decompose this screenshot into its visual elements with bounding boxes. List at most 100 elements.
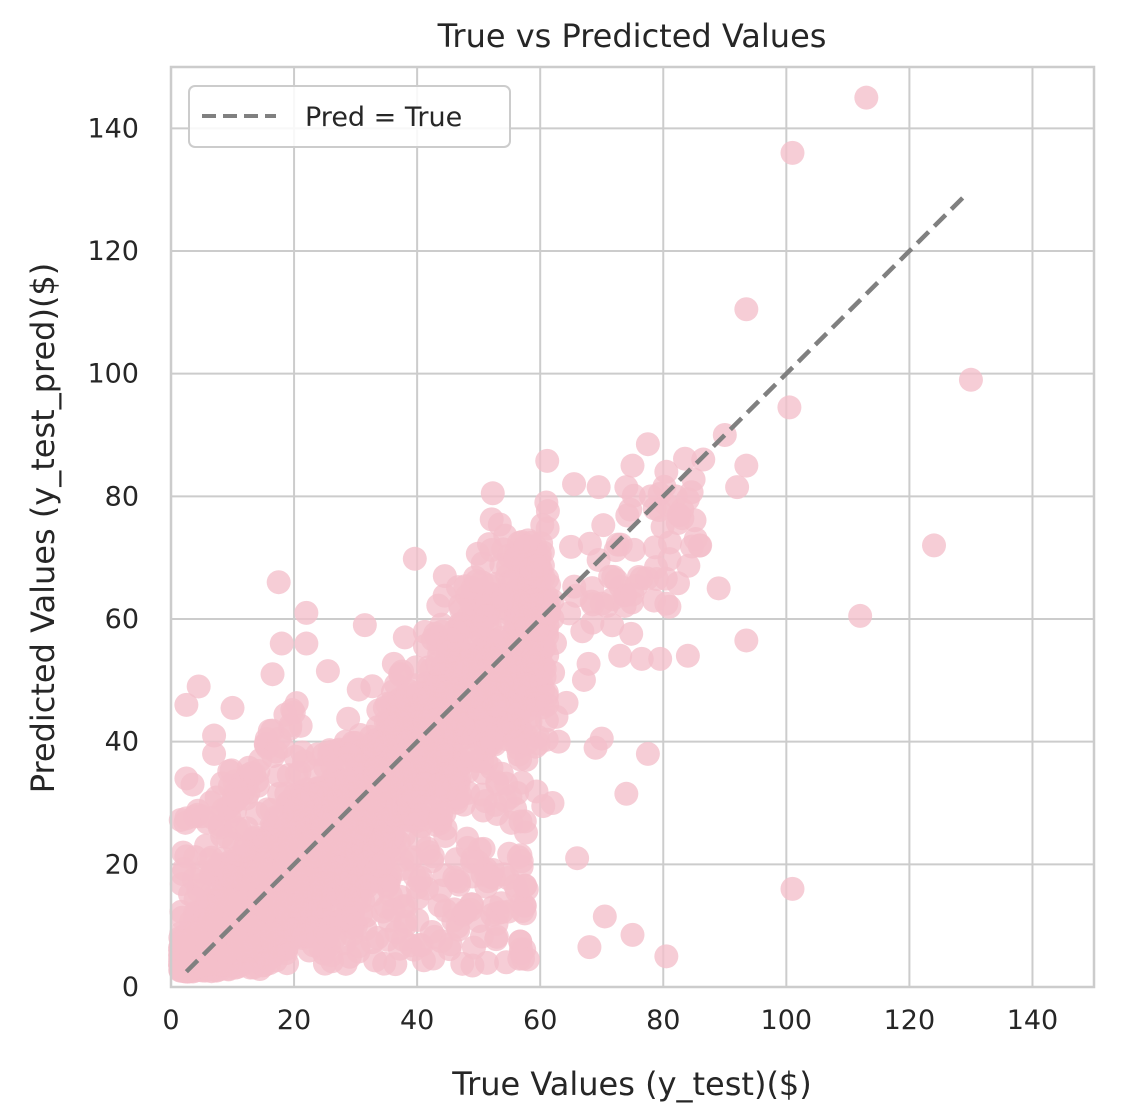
data-point xyxy=(217,890,242,915)
data-point xyxy=(257,718,282,743)
data-point xyxy=(600,613,625,638)
data-point xyxy=(521,649,546,674)
data-point xyxy=(235,816,260,841)
y-tick-label: 20 xyxy=(105,849,139,880)
y-tick-labels: 0 20 40 60 80 100 120 140 xyxy=(87,113,139,1003)
data-point xyxy=(922,533,947,558)
data-point xyxy=(534,684,559,709)
data-point xyxy=(355,874,380,899)
data-point xyxy=(509,849,534,874)
y-tick-label: 100 xyxy=(87,359,139,390)
data-point xyxy=(290,740,315,765)
data-point xyxy=(424,651,449,676)
data-point xyxy=(218,864,243,889)
data-point xyxy=(620,922,645,947)
y-tick-label: 140 xyxy=(87,113,139,144)
data-point xyxy=(571,667,596,692)
y-tick-label: 40 xyxy=(105,727,139,758)
data-point xyxy=(405,885,430,910)
data-point xyxy=(170,905,195,930)
data-point xyxy=(620,582,645,607)
data-point xyxy=(614,781,639,806)
data-point xyxy=(405,908,430,933)
data-point xyxy=(417,685,442,710)
data-point xyxy=(193,952,218,977)
data-point xyxy=(274,844,299,869)
data-point xyxy=(287,760,312,785)
y-tick-label: 60 xyxy=(105,604,139,635)
data-point xyxy=(513,672,538,697)
y-axis-title: Predicted Values (y_test_pred)($) xyxy=(24,263,62,794)
data-point xyxy=(608,643,633,668)
reference-line-group xyxy=(184,194,967,974)
data-point xyxy=(635,741,660,766)
data-point xyxy=(854,85,879,110)
data-point xyxy=(483,665,508,690)
data-point xyxy=(531,794,556,819)
data-point xyxy=(260,662,285,687)
data-point xyxy=(267,890,292,915)
data-point xyxy=(540,588,565,613)
y-tick-label: 80 xyxy=(105,481,139,512)
data-point xyxy=(449,597,474,622)
data-point xyxy=(512,809,537,834)
data-point xyxy=(777,395,802,420)
data-point xyxy=(734,628,759,653)
data-point xyxy=(780,140,805,165)
data-point xyxy=(619,621,644,646)
data-point xyxy=(180,772,205,797)
legend: Pred = True xyxy=(188,85,511,148)
data-point xyxy=(480,481,505,506)
data-point xyxy=(426,632,451,657)
data-point xyxy=(535,448,560,473)
data-point xyxy=(469,570,494,595)
data-point xyxy=(249,857,274,882)
data-point xyxy=(381,898,406,923)
x-tick-labels: 0 20 40 60 80 100 120 140 xyxy=(162,1005,1058,1036)
data-point xyxy=(654,459,679,484)
data-point xyxy=(554,690,579,715)
data-point xyxy=(450,951,475,976)
data-point xyxy=(294,631,319,656)
data-point xyxy=(331,795,356,820)
data-point xyxy=(336,706,361,731)
data-point xyxy=(586,475,611,500)
data-point xyxy=(371,850,396,875)
data-point xyxy=(559,534,584,559)
data-point xyxy=(514,731,539,756)
data-point xyxy=(248,748,273,773)
data-point xyxy=(515,947,540,972)
data-point xyxy=(366,698,391,723)
x-axis-title: True Values (y_test)($) xyxy=(451,1065,812,1103)
data-point xyxy=(592,904,617,929)
data-point xyxy=(601,564,626,589)
data-point xyxy=(484,924,509,949)
data-point xyxy=(444,706,469,731)
data-point xyxy=(407,932,432,957)
data-point xyxy=(320,949,345,974)
data-point xyxy=(435,680,460,705)
data-point xyxy=(316,924,341,949)
data-point xyxy=(392,625,417,650)
x-tick-label: 100 xyxy=(761,1005,813,1036)
x-tick-label: 40 xyxy=(400,1005,434,1036)
data-point xyxy=(565,846,590,871)
x-tick-label: 0 xyxy=(162,1005,179,1036)
data-point xyxy=(273,702,298,727)
data-point xyxy=(546,729,571,754)
data-point xyxy=(315,659,340,684)
data-point xyxy=(478,865,503,890)
data-point xyxy=(534,490,559,515)
data-point xyxy=(402,546,427,571)
data-point xyxy=(309,871,334,896)
y-tick-label: 120 xyxy=(87,236,139,267)
data-point xyxy=(174,806,199,831)
data-point xyxy=(479,507,504,532)
legend-label: Pred = True xyxy=(305,102,462,133)
data-point xyxy=(542,631,567,656)
data-point xyxy=(688,533,713,558)
pred-equals-true-line xyxy=(184,194,967,974)
data-point xyxy=(429,801,454,826)
